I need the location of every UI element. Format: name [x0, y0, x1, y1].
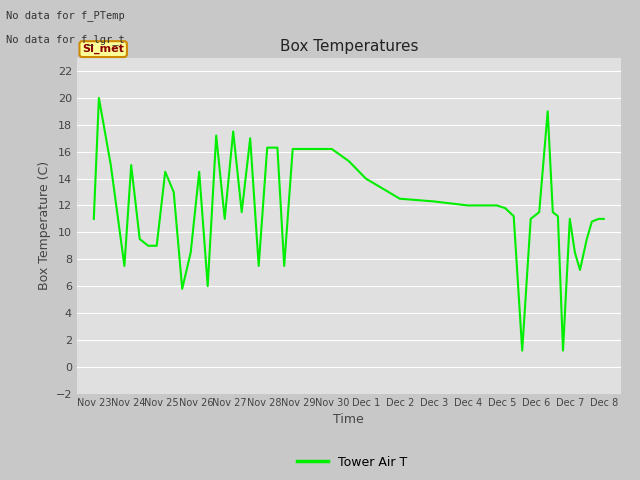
Text: No data for f_lgr_t: No data for f_lgr_t — [6, 34, 125, 45]
Title: Box Temperatures: Box Temperatures — [280, 39, 418, 54]
Y-axis label: Box Temperature (C): Box Temperature (C) — [38, 161, 51, 290]
Legend: Tower Air T: Tower Air T — [292, 451, 412, 474]
Text: SI_met: SI_met — [82, 44, 124, 54]
X-axis label: Time: Time — [333, 413, 364, 426]
Text: No data for f_PTemp: No data for f_PTemp — [6, 10, 125, 21]
